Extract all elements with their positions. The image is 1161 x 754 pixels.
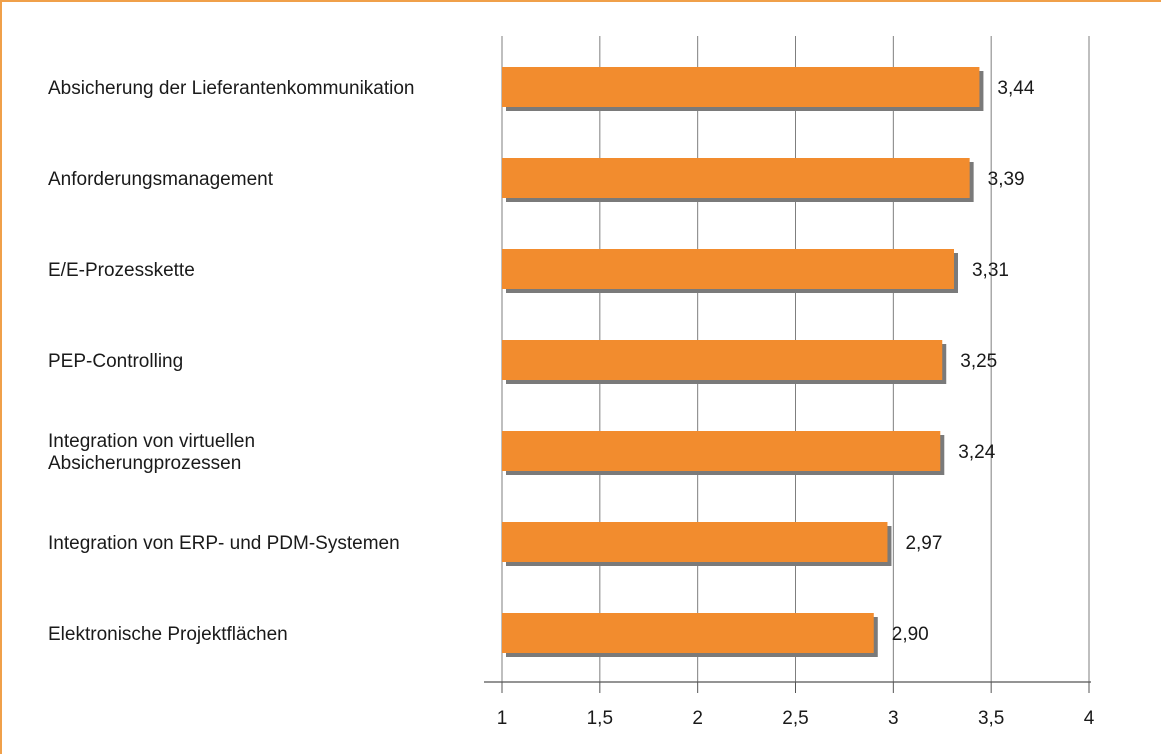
bar [502,431,941,471]
category-label: Elektronische Projektflächen [48,624,288,645]
category-label: Absicherung der Lieferantenkommunikation [48,78,415,99]
x-tick-label: 3,5 [978,708,1004,729]
value-label: 3,25 [960,351,997,372]
value-labels: 3,44 3,39 3,31 3,25 3,24 2,97 2,90 [892,78,1035,645]
value-label: 2,90 [892,624,929,645]
category-label: PEP-Controlling [48,351,183,372]
value-label: 3,39 [988,169,1025,190]
value-label: 2,97 [905,533,942,554]
bar [502,522,888,562]
bar [502,613,874,653]
x-axis: 1 1,5 2 2,5 3 3,5 4 [484,681,1095,729]
value-label: 3,24 [958,442,995,463]
category-label: Anforderungsmanagement [48,169,274,190]
x-tick-label: 2,5 [782,708,808,729]
bar [502,249,954,289]
category-label: Integration von ERP- und PDM-Systemen [48,533,400,554]
x-tick-label: 3 [888,708,899,729]
bar [502,158,970,198]
value-label: 3,44 [997,78,1034,99]
x-tick-label: 4 [1084,708,1095,729]
bar [502,67,980,107]
x-tick-label: 1,5 [587,708,613,729]
category-label: E/E-Prozesskette [48,260,195,281]
value-label: 3,31 [972,260,1009,281]
category-label: Absicherungprozessen [48,453,241,474]
x-tick-label: 1 [497,708,508,729]
bars [502,67,984,657]
category-labels: Absicherung der Lieferantenkommunikation… [48,78,415,645]
bar [502,340,943,380]
x-tick-label: 2 [692,708,703,729]
category-label: Integration von virtuellen [48,431,255,452]
